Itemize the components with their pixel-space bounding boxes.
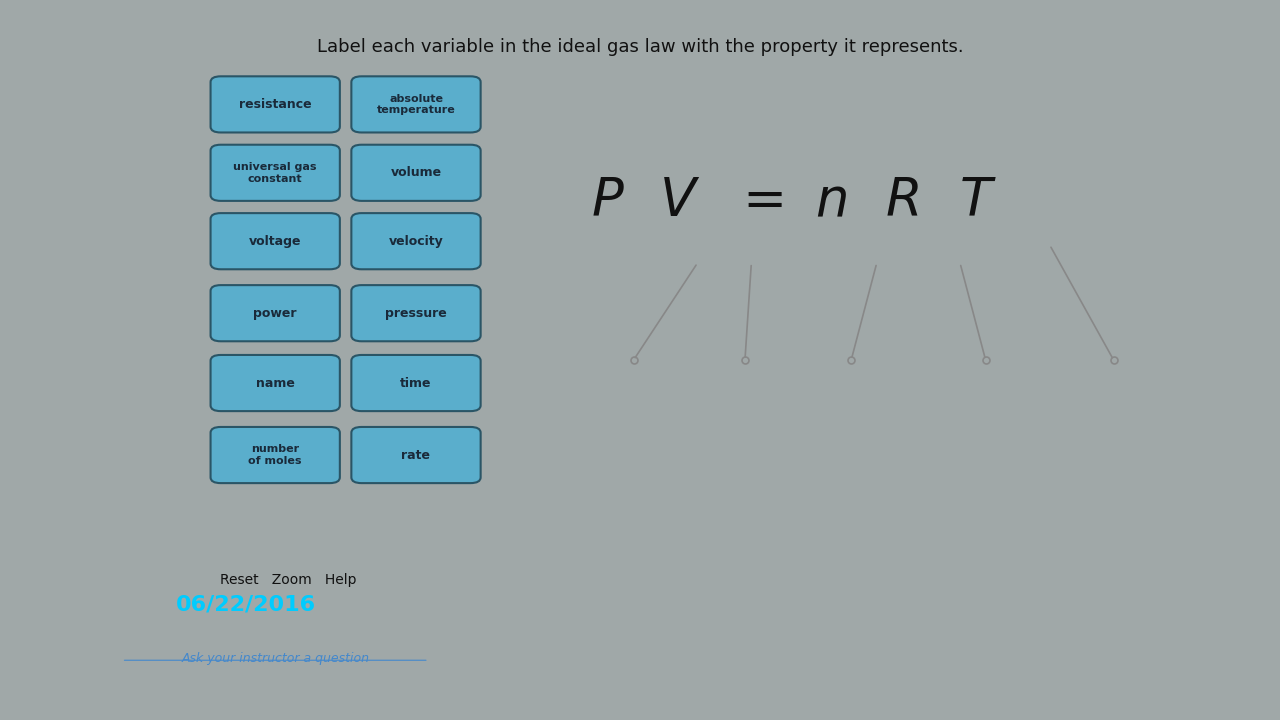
- Text: 06/22/2016: 06/22/2016: [175, 595, 316, 615]
- FancyBboxPatch shape: [210, 427, 339, 483]
- FancyBboxPatch shape: [351, 427, 481, 483]
- FancyBboxPatch shape: [351, 76, 481, 132]
- Text: resistance: resistance: [239, 98, 311, 111]
- Text: universal gas
constant: universal gas constant: [233, 162, 317, 184]
- FancyBboxPatch shape: [210, 76, 339, 132]
- Text: volume: volume: [390, 166, 442, 179]
- Text: name: name: [256, 377, 294, 390]
- Text: time: time: [401, 377, 431, 390]
- FancyBboxPatch shape: [210, 213, 339, 269]
- FancyBboxPatch shape: [210, 355, 339, 411]
- Text: Label each variable in the ideal gas law with the property it represents.: Label each variable in the ideal gas law…: [316, 38, 964, 56]
- Text: pressure: pressure: [385, 307, 447, 320]
- FancyBboxPatch shape: [210, 285, 339, 341]
- FancyBboxPatch shape: [351, 355, 481, 411]
- Text: absolute
temperature: absolute temperature: [376, 94, 456, 115]
- FancyBboxPatch shape: [210, 145, 339, 201]
- FancyBboxPatch shape: [351, 285, 481, 341]
- Text: velocity: velocity: [389, 235, 443, 248]
- Text: Reset   Zoom   Help: Reset Zoom Help: [220, 572, 356, 587]
- Text: voltage: voltage: [248, 235, 302, 248]
- Text: $\it{P}$  $\it{V}$  $=$ $\it{n}$  $\it{R}$  $\it{T}$: $\it{P}$ $\it{V}$ $=$ $\it{n}$ $\it{R}$ …: [591, 176, 996, 228]
- Text: power: power: [253, 307, 297, 320]
- FancyBboxPatch shape: [351, 213, 481, 269]
- FancyBboxPatch shape: [351, 145, 481, 201]
- Text: rate: rate: [402, 449, 430, 462]
- Text: number
of moles: number of moles: [248, 444, 302, 466]
- Text: Ask your instructor a question: Ask your instructor a question: [182, 652, 369, 665]
